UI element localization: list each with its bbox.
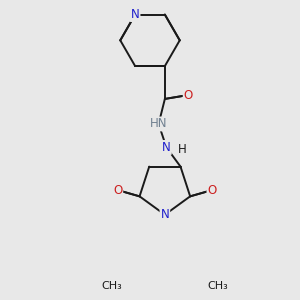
Text: O: O <box>113 184 122 196</box>
Text: H: H <box>177 142 186 155</box>
Text: O: O <box>184 88 193 101</box>
Text: CH₃: CH₃ <box>207 280 228 290</box>
Text: HN: HN <box>150 118 167 130</box>
Text: O: O <box>207 184 217 196</box>
Text: N: N <box>131 8 140 21</box>
Text: N: N <box>162 141 171 154</box>
Text: CH₃: CH₃ <box>102 280 122 290</box>
Text: N: N <box>160 208 169 221</box>
